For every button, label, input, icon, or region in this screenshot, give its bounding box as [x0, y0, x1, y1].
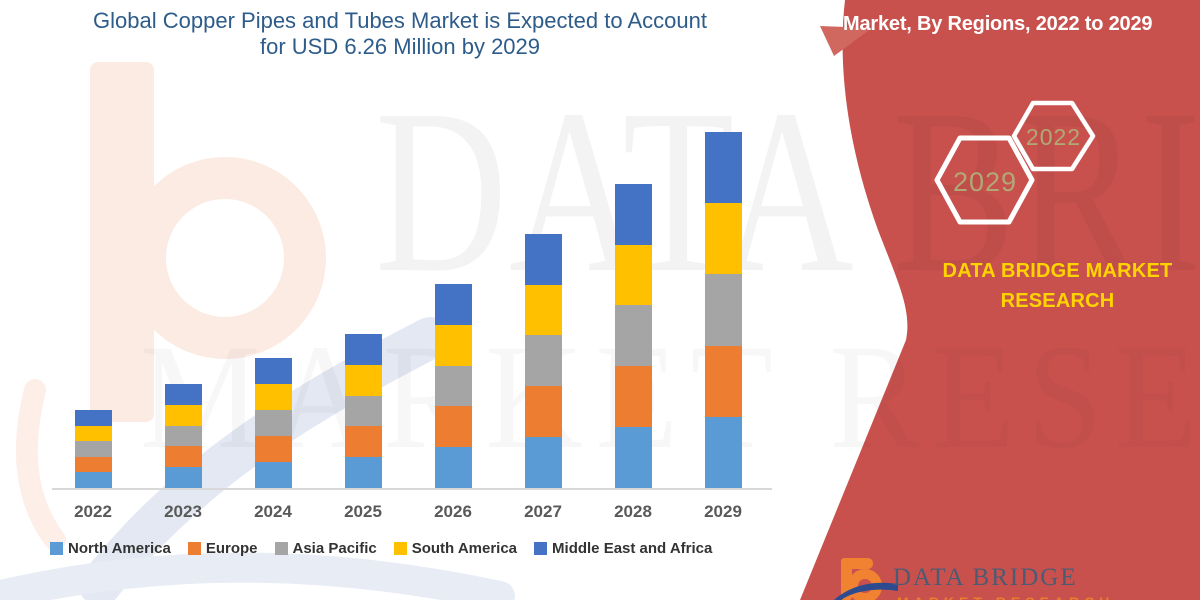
x-axis-label-2024: 2024	[254, 502, 292, 521]
bar-segment-2028-europe	[614, 366, 652, 428]
x-axis-label-2028: 2028	[614, 502, 652, 521]
bar-segment-2024-europe	[254, 435, 292, 462]
x-axis-label-2027: 2027	[524, 502, 562, 521]
bar-segment-2022-north-america	[74, 472, 112, 488]
legend-label: Asia Pacific	[292, 540, 377, 557]
bar-segment-2025-asia-pacific	[344, 395, 382, 427]
bar-segment-2026-europe	[434, 406, 472, 448]
hexagon-2022	[1011, 100, 1096, 172]
bar-segment-2023-europe	[164, 446, 202, 468]
bar-segment-2023-south-america	[164, 404, 202, 426]
legend-swatch	[534, 542, 548, 555]
bar-segment-2022-middle-east-and-africa	[74, 410, 112, 426]
logo-swoosh	[834, 582, 898, 600]
legend-swatch	[50, 542, 63, 555]
footer-logo-name: DATA BRIDGE	[893, 564, 1078, 591]
bar-segment-2027-south-america	[524, 284, 562, 336]
legend-item-europe: Europe	[187, 540, 258, 557]
bar-segment-2029-asia-pacific	[704, 274, 742, 346]
bar-segment-2024-south-america	[254, 383, 292, 410]
bar-segment-2022-europe	[74, 456, 112, 473]
chart-title-line1: Global Copper Pipes and Tubes Market is …	[93, 8, 707, 33]
x-axis-label-2023: 2023	[164, 502, 202, 521]
x-axis-label-2025: 2025	[344, 502, 382, 521]
footer-logo-subline: MARKET RESEARCH	[897, 594, 1114, 600]
bar-segment-2023-asia-pacific	[164, 425, 202, 447]
bar-segment-2029-europe	[704, 345, 742, 417]
bar-segment-2027-middle-east-and-africa	[524, 233, 562, 285]
x-axis-label-2029: 2029	[704, 502, 742, 521]
bar-segment-2022-asia-pacific	[74, 441, 112, 457]
bar-segment-2028-north-america	[614, 427, 652, 488]
bar-segment-2024-north-america	[254, 461, 292, 488]
bar-segment-2028-asia-pacific	[614, 305, 652, 367]
bar-segment-2025-north-america	[344, 457, 382, 488]
legend-item-asia-pacific: Asia Pacific	[274, 540, 377, 557]
legend-item-middle-east-and-africa: Middle East and Africa	[534, 540, 712, 557]
legend-label: North America	[68, 540, 171, 557]
x-axis-label-2022: 2022	[74, 502, 112, 521]
chart-legend: North America Europe Asia Pacific South Ame…	[50, 540, 780, 557]
legend-item-north-america: North America	[50, 540, 171, 557]
hexagon-year-2022: 2022	[1025, 124, 1082, 150]
hexagon-2029	[934, 135, 1035, 225]
bar-segment-2026-middle-east-and-africa	[434, 283, 472, 325]
legend-swatch	[393, 542, 407, 555]
x-axis-label-2026: 2026	[434, 502, 472, 521]
bar-segment-2029-south-america	[704, 203, 742, 275]
bar-segment-2024-middle-east-and-africa	[254, 357, 292, 384]
bar-segment-2025-europe	[344, 426, 382, 458]
bar-segment-2029-north-america	[704, 416, 742, 488]
legend-label: Europe	[205, 540, 258, 557]
bar-segment-2026-north-america	[434, 447, 472, 488]
bar-segment-2025-middle-east-and-africa	[344, 333, 382, 365]
legend-label: South America	[411, 540, 518, 557]
legend-swatch	[187, 542, 201, 555]
hexagon-year-2029: 2029	[952, 167, 1018, 197]
legend-swatch	[274, 542, 288, 555]
legend-item-south-america: South America	[393, 540, 518, 557]
bar-segment-2024-asia-pacific	[254, 409, 292, 436]
bar-segment-2026-asia-pacific	[434, 365, 472, 407]
brand-name-line2: RESEARCH	[1000, 290, 1115, 312]
bar-segment-2027-asia-pacific	[524, 335, 562, 387]
x-axis-line	[52, 488, 772, 490]
banner-caption: Market, By Regions, 2022 to 2029	[843, 13, 1153, 35]
bar-segment-2025-south-america	[344, 364, 382, 396]
bar-segment-2026-south-america	[434, 324, 472, 366]
banner-fold	[820, 26, 872, 56]
logo-b-bar	[841, 558, 873, 569]
brand-name-text: DATA BRIDGE MARKET RESEARCH	[935, 256, 1180, 316]
bar-segment-2029-middle-east-and-africa	[704, 132, 742, 204]
chart-title-line2: for USD 6.26 Million by 2029	[259, 34, 541, 59]
bar-segment-2028-south-america	[614, 244, 652, 306]
bar-segment-2028-middle-east-and-africa	[614, 183, 652, 245]
bar-segment-2027-europe	[524, 386, 562, 438]
bar-segment-2027-north-america	[524, 437, 562, 488]
bar-segment-2023-middle-east-and-africa	[164, 383, 202, 405]
bar-segment-2022-south-america	[74, 425, 112, 442]
brand-name-line1: DATA BRIDGE MARKET	[942, 260, 1173, 282]
legend-label: Middle East and Africa	[552, 540, 713, 557]
bar-segment-2023-north-america	[164, 467, 202, 488]
chart-title: Global Copper Pipes and Tubes Market is …	[55, 8, 745, 60]
